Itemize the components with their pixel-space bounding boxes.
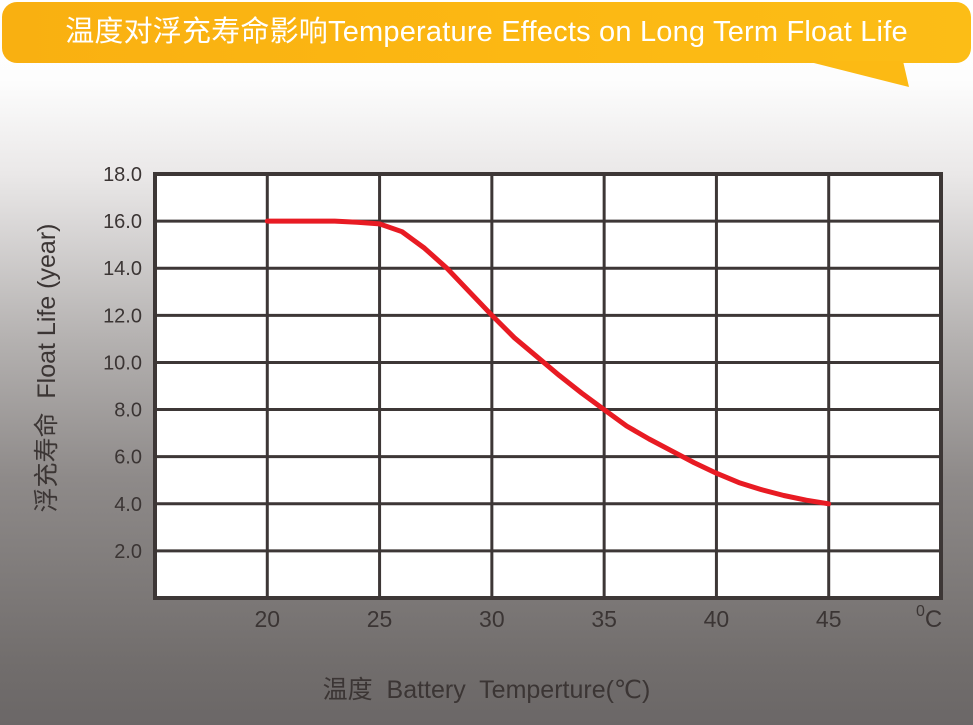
plot-border: [153, 172, 943, 600]
plot-background: [155, 174, 941, 598]
float-life-curve: [264, 218, 832, 507]
x-tick-label: 25: [367, 606, 393, 632]
x-axis-title: 温度 Battery Temperture(℃): [322, 676, 651, 704]
y-tick-label: 12.0: [103, 305, 142, 327]
title-banner: 温度对浮充寿命影响Temperature Effects on Long Ter…: [2, 2, 971, 63]
y-tick-label: 4.0: [114, 494, 142, 516]
y-tick-label: 10.0: [103, 352, 142, 374]
x-tick-label: 35: [591, 606, 617, 632]
y-tick-label: 2.0: [114, 541, 142, 563]
x-axis-unit: 0C: [916, 603, 942, 633]
x-tick-label: 40: [704, 606, 730, 632]
chart-title: 温度对浮充寿命影响Temperature Effects on Long Ter…: [65, 16, 908, 48]
x-tick-label: 45: [816, 606, 842, 632]
y-tick-label: 14.0: [103, 258, 142, 280]
x-tick-label: 30: [479, 606, 505, 632]
y-tick-label: 16.0: [103, 211, 142, 233]
banner-tail: [806, 61, 909, 87]
y-tick-label: 8.0: [114, 400, 142, 422]
banner-tail-shape: [806, 61, 909, 87]
x-tick-label: 20: [254, 606, 280, 632]
y-axis-title: 浮充寿命 Float Life (year): [33, 223, 61, 513]
y-tick-label: 18.0: [103, 164, 142, 186]
y-tick-label: 6.0: [114, 447, 142, 469]
